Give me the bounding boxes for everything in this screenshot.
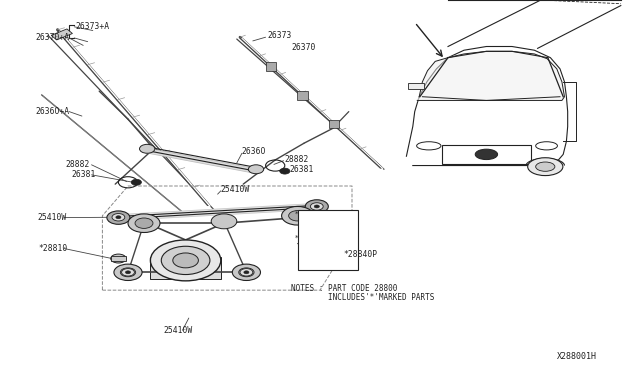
Circle shape	[135, 218, 153, 228]
Circle shape	[289, 211, 307, 221]
Circle shape	[244, 271, 249, 274]
Text: 28882: 28882	[285, 155, 309, 164]
Text: X288001H: X288001H	[557, 352, 596, 361]
FancyBboxPatch shape	[329, 120, 339, 128]
Circle shape	[310, 203, 323, 210]
Circle shape	[128, 214, 160, 232]
Circle shape	[240, 269, 253, 276]
Text: *: *	[294, 235, 298, 241]
FancyBboxPatch shape	[298, 92, 308, 100]
Ellipse shape	[527, 158, 563, 176]
Circle shape	[280, 168, 290, 174]
Bar	[150, 257, 221, 279]
Text: 26381: 26381	[289, 165, 314, 174]
Ellipse shape	[536, 162, 555, 171]
Circle shape	[122, 269, 134, 276]
Circle shape	[232, 264, 260, 280]
Circle shape	[116, 216, 121, 219]
Bar	[442, 145, 531, 164]
Text: 25410W: 25410W	[163, 326, 193, 335]
Text: 25410W: 25410W	[37, 213, 67, 222]
Text: 2636O: 2636O	[242, 147, 266, 156]
Polygon shape	[406, 46, 568, 166]
Text: NOTES : PART CODE 28800: NOTES : PART CODE 28800	[291, 284, 397, 293]
Circle shape	[314, 205, 319, 208]
Circle shape	[112, 214, 125, 221]
FancyBboxPatch shape	[266, 62, 276, 71]
Circle shape	[211, 214, 237, 229]
Circle shape	[140, 144, 155, 153]
Text: 2636O+A: 2636O+A	[35, 107, 69, 116]
Bar	[51, 29, 72, 40]
Text: 28882: 28882	[65, 160, 90, 169]
Circle shape	[107, 211, 130, 224]
Text: 26370: 26370	[291, 43, 316, 52]
Text: 26373+A: 26373+A	[76, 22, 109, 31]
Ellipse shape	[475, 149, 498, 160]
Text: 26370+A: 26370+A	[35, 33, 69, 42]
Circle shape	[282, 206, 314, 225]
Bar	[298, 210, 358, 270]
Circle shape	[173, 253, 198, 268]
Text: 26373: 26373	[268, 31, 292, 40]
Circle shape	[239, 268, 254, 277]
Circle shape	[161, 246, 210, 275]
Text: 25410W: 25410W	[221, 185, 250, 194]
Circle shape	[125, 271, 131, 274]
Bar	[408, 83, 424, 89]
Bar	[111, 256, 126, 261]
Polygon shape	[417, 51, 564, 100]
Text: INCLUDES'*'MARKED PARTS: INCLUDES'*'MARKED PARTS	[291, 293, 435, 302]
Text: 26381: 26381	[72, 170, 96, 179]
Text: *: *	[294, 211, 298, 217]
Circle shape	[111, 254, 126, 263]
Text: *28810: *28810	[38, 244, 68, 253]
Circle shape	[248, 165, 264, 174]
Circle shape	[114, 264, 142, 280]
Circle shape	[305, 200, 328, 213]
Circle shape	[131, 179, 141, 185]
Circle shape	[150, 240, 221, 281]
Text: *28840P: *28840P	[343, 250, 377, 259]
Circle shape	[120, 268, 136, 277]
